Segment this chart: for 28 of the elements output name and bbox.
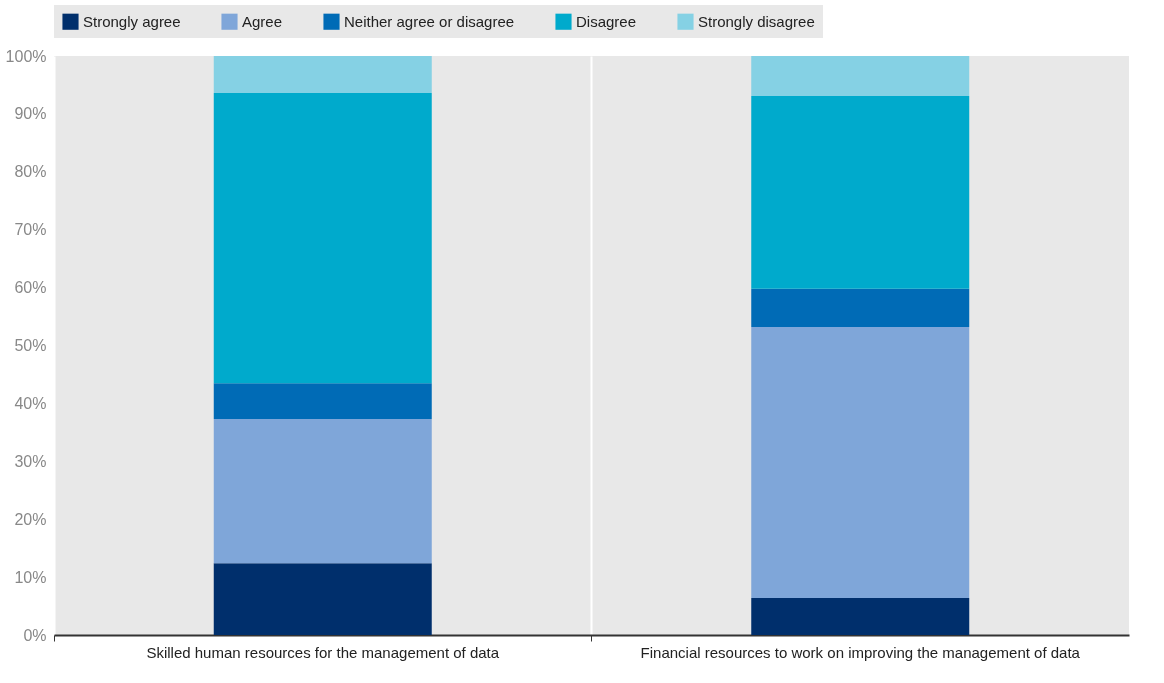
y-tick-label: 80%	[14, 163, 47, 181]
bar	[751, 288, 970, 327]
bar	[213, 563, 432, 635]
bar	[751, 56, 970, 96]
bar	[751, 597, 970, 635]
bar	[751, 95, 970, 289]
bar	[213, 93, 432, 384]
legend-label: Agree	[242, 12, 283, 30]
y-tick-label: 30%	[14, 452, 47, 470]
legend-label: Disagree	[576, 12, 637, 30]
bar	[213, 383, 432, 420]
y-tick-label: 20%	[14, 510, 47, 528]
y-tick-label: 50%	[14, 337, 47, 354]
legend-label: Strongly agree	[83, 12, 181, 30]
bar	[213, 419, 432, 564]
y-tick-label: 0%	[23, 626, 47, 644]
x-tick-label: Skilled human resources for the management of data	[146, 643, 500, 661]
y-tick-label: 90%	[14, 105, 47, 123]
y-tick-label: 60%	[14, 279, 47, 297]
legend-label: Neither agree or disagree	[344, 12, 515, 30]
y-tick-label: 40%	[14, 394, 47, 412]
legend-label: Strongly disagree	[698, 12, 815, 30]
y-tick-label: 10%	[14, 568, 47, 586]
y-tick-label: 70%	[14, 221, 47, 239]
bar	[751, 326, 970, 598]
y-tick-label: 100%	[5, 47, 47, 65]
bar	[213, 56, 432, 94]
x-tick-label: Financial resources to work on improving the management of data	[640, 643, 1081, 661]
